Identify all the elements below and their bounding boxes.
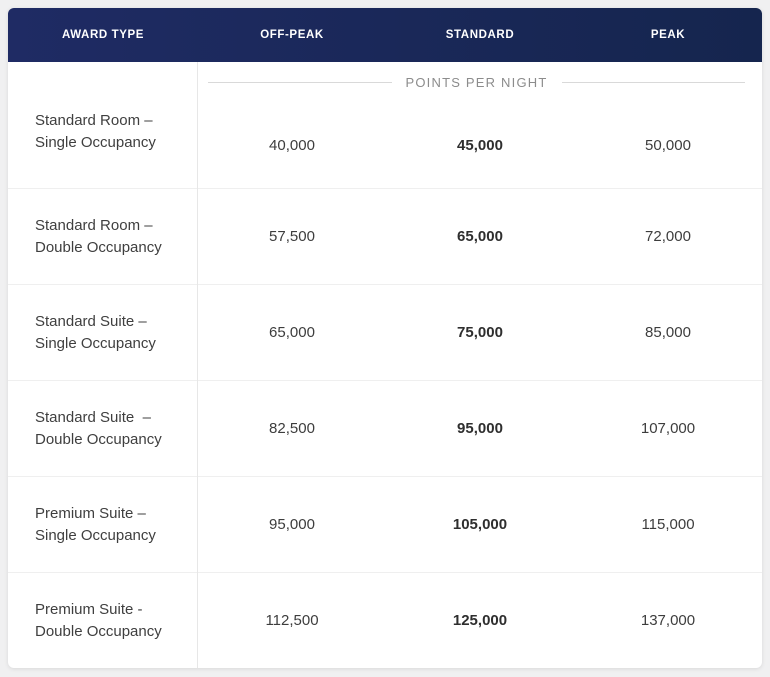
cell-off-peak: 82,500 [269, 420, 315, 437]
table-row: Standard Room – Single Occupancy POINTS … [8, 62, 762, 188]
column-divider [197, 62, 198, 668]
table-row: Standard Suite – Single Occupancy 65,000… [8, 284, 762, 380]
cell-off-peak: 57,500 [269, 228, 315, 245]
cell-award-type: Standard Suite – Double Occupancy [35, 408, 162, 448]
cell-standard: 75,000 [457, 324, 503, 341]
cell-standard: 95,000 [457, 420, 503, 437]
cell-off-peak: 40,000 [269, 136, 315, 154]
cell-standard: 105,000 [452, 516, 508, 533]
cell-standard: 45,000 [457, 136, 503, 154]
table-body: Standard Room – Single Occupancy POINTS … [8, 62, 762, 668]
cell-off-peak: 65,000 [269, 324, 315, 341]
row-values: 95,000 105,000 115,000 [198, 477, 762, 572]
column-header-off-peak: OFF-PEAK [260, 29, 324, 41]
cell-standard: 125,000 [452, 612, 508, 629]
points-per-night-group-header: POINTS PER NIGHT [198, 62, 762, 102]
column-header-peak: PEAK [650, 29, 686, 41]
table-row: Standard Room – Double Occupancy 57,500 … [8, 188, 762, 284]
cell-off-peak: 112,500 [265, 612, 319, 629]
cell-award-type: Premium Suite – Single Occupancy [35, 504, 156, 544]
column-header-award-type: AWARD TYPE [61, 29, 145, 41]
award-chart-table: AWARD TYPE OFF-PEAK STANDARD PEAK Standa… [8, 8, 762, 668]
row-values-section: 65,000 75,000 85,000 [198, 285, 762, 380]
cell-peak: 72,000 [645, 228, 691, 245]
table-header: AWARD TYPE OFF-PEAK STANDARD PEAK [8, 8, 762, 62]
cell-award-type: Standard Suite – Single Occupancy [35, 312, 156, 352]
cell-peak: 107,000 [640, 420, 696, 437]
table-row: Standard Suite – Double Occupancy 82,500… [8, 380, 762, 476]
cell-standard: 65,000 [457, 228, 503, 245]
row-values-section: 57,500 65,000 72,000 [198, 189, 762, 284]
row-values: 65,000 75,000 85,000 [198, 285, 762, 380]
cell-off-peak: 95,000 [269, 516, 315, 533]
group-header-label: POINTS PER NIGHT [405, 74, 548, 90]
cell-peak: 50,000 [645, 136, 691, 154]
cell-peak: 137,000 [640, 612, 696, 629]
row-values: 40,000 45,000 50,000 [198, 102, 762, 188]
column-header-standard: STANDARD [445, 29, 515, 41]
cell-award-type: Premium Suite - Double Occupancy [35, 600, 162, 640]
group-header-line-left [208, 81, 392, 83]
cell-peak: 85,000 [645, 324, 691, 341]
group-header-line-right [561, 81, 745, 83]
cell-peak: 115,000 [641, 516, 695, 533]
row-values: 57,500 65,000 72,000 [198, 189, 762, 284]
cell-award-type: Standard Room – Double Occupancy [35, 216, 162, 256]
table-row: Premium Suite - Double Occupancy 112,500… [8, 572, 762, 668]
row-values-section: 112,500 125,000 137,000 [198, 573, 762, 668]
row-values-section: 95,000 105,000 115,000 [198, 477, 762, 572]
row-values-section: 82,500 95,000 107,000 [198, 381, 762, 476]
table-row: Premium Suite – Single Occupancy 95,000 … [8, 476, 762, 572]
row-values-section: POINTS PER NIGHT 40,000 45,000 50,000 [198, 62, 762, 188]
row-values: 82,500 95,000 107,000 [198, 381, 762, 476]
row-values: 112,500 125,000 137,000 [198, 573, 762, 668]
cell-award-type: Standard Room – Single Occupancy [35, 112, 156, 151]
